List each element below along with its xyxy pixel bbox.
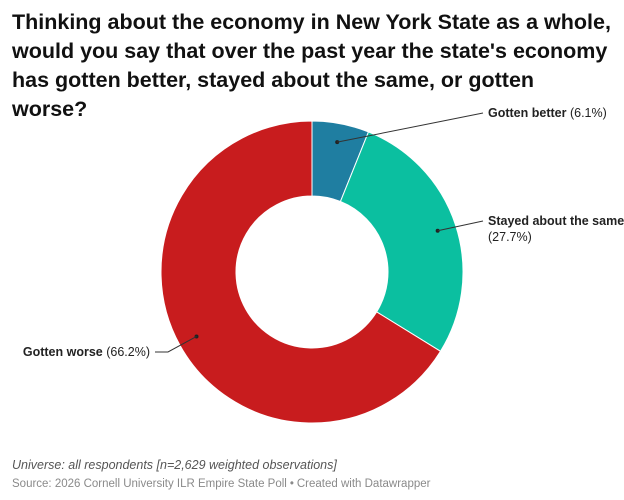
label-gotten-worse: Gotten worse (66.2%): [23, 345, 150, 359]
slice-stayed-about-the-same: [339, 131, 464, 352]
chart-notes: Universe: all respondents [n=2,629 weigh…: [12, 458, 337, 472]
source-separator: •: [289, 478, 294, 490]
source-text: Source: 2026 Cornell University ILR Empi…: [12, 478, 287, 490]
label-name-stayed-about-the-same: Stayed about the same: [488, 214, 624, 228]
leader-line-gotten-worse: [155, 335, 197, 353]
label-value-stayed-about-the-same: (27.7%): [488, 230, 532, 244]
chart-title: Thinking about the economy in New York S…: [12, 10, 611, 121]
chart-source: Source: 2026 Cornell University ILR Empi…: [12, 478, 612, 490]
label-value-gotten-worse: (66.2%): [106, 345, 150, 359]
leader-line-gotten-better: [337, 112, 484, 143]
label-value-gotten-better: (6.1%): [570, 106, 607, 120]
donut-slices: [160, 120, 464, 424]
leader-line-stayed-about-the-same: [437, 220, 484, 232]
credit-link[interactable]: Created with Datawrapper: [296, 478, 431, 490]
label-name-gotten-worse: Gotten worse: [23, 345, 103, 359]
label-stayed-about-the-same: Stayed about the same (27.7%): [488, 214, 624, 244]
slice-gotten-worse: [160, 120, 442, 424]
label-name-gotten-better: Gotten better: [488, 106, 567, 120]
donut-labels: Gotten better (6.1%) Stayed about the sam…: [23, 106, 624, 359]
label-gotten-better: Gotten better (6.1%): [488, 106, 607, 120]
